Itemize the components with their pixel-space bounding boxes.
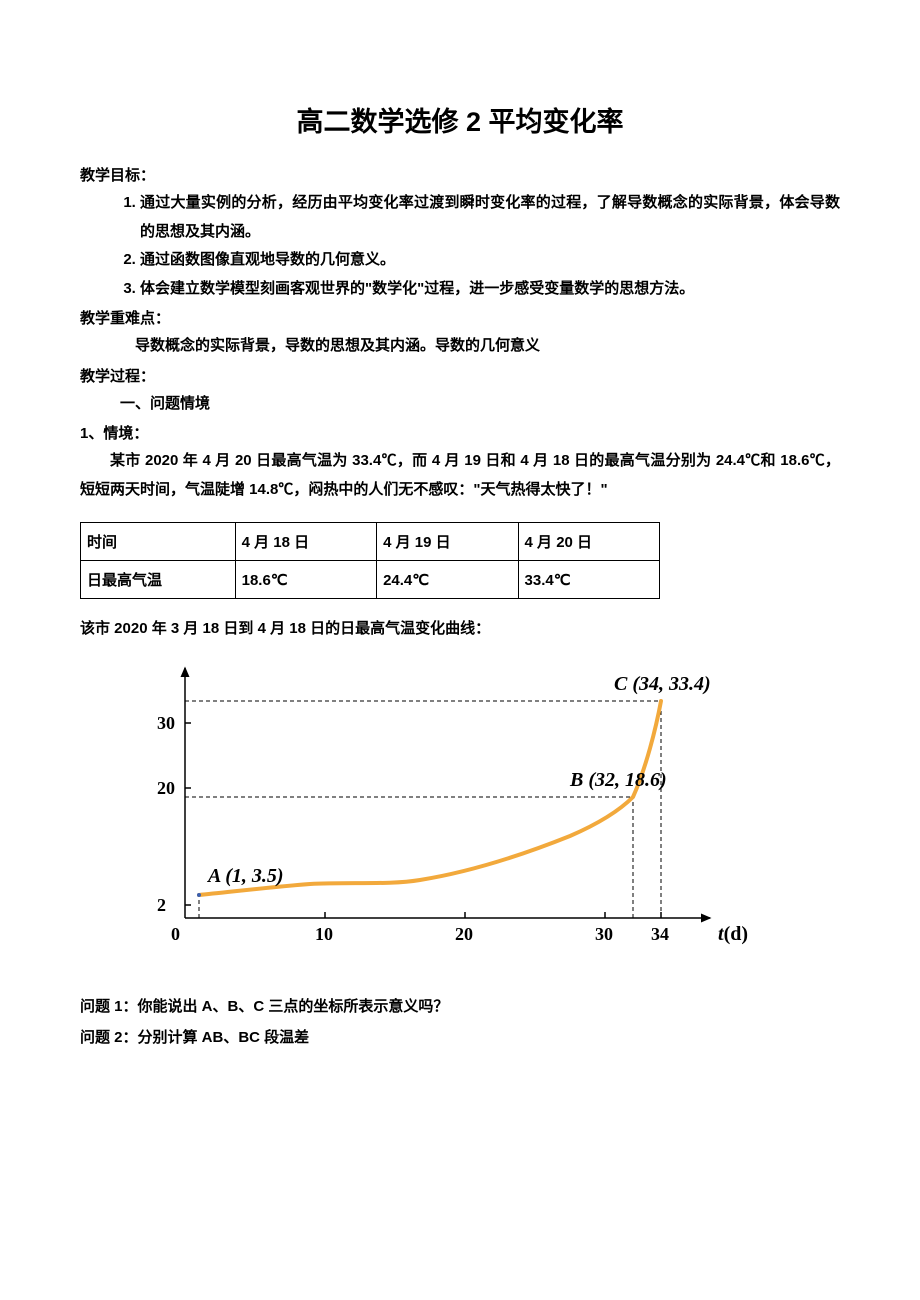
- table-cell: 日最高气温: [81, 561, 236, 599]
- question-2: 问题 2：分别计算 AB、BC 段温差: [80, 1024, 840, 1053]
- table-cell: 33.4℃: [518, 561, 659, 599]
- process-heading: 教学过程：: [80, 365, 840, 386]
- goals-list: 通过大量实例的分析，经历由平均变化率过渡到瞬时变化率的过程，了解导数概念的实际背…: [80, 189, 840, 303]
- svg-text:20: 20: [157, 778, 175, 798]
- goal-item: 通过大量实例的分析，经历由平均变化率过渡到瞬时变化率的过程，了解导数概念的实际背…: [140, 189, 840, 246]
- svg-text:B (32, 18.6): B (32, 18.6): [569, 769, 667, 791]
- document-page: 高二数学选修 2 平均变化率 教学目标： 通过大量实例的分析，经历由平均变化率过…: [0, 0, 920, 1114]
- question-1: 问题 1：你能说出 A、B、C 三点的坐标所表示意义吗？: [80, 993, 840, 1022]
- situation-heading: 1、情境：: [80, 422, 840, 443]
- svg-text:t(d): t(d): [718, 923, 748, 945]
- svg-text:10: 10: [315, 924, 333, 944]
- goal-item: 体会建立数学模型刻画客观世界的"数学化"过程，进一步感受变量数学的思想方法。: [140, 275, 840, 304]
- goals-heading: 教学目标：: [80, 164, 840, 185]
- table-row: 时间 4 月 18 日 4 月 19 日 4 月 20 日: [81, 523, 660, 561]
- table-header-cell: 4 月 19 日: [377, 523, 518, 561]
- svg-text:C (34, 33.4): C (34, 33.4): [614, 673, 711, 695]
- table-row: 日最高气温 18.6℃ 24.4℃ 33.4℃: [81, 561, 660, 599]
- page-title: 高二数学选修 2 平均变化率: [80, 100, 840, 139]
- temperature-chart: 0 10 20 30 34 2 20 30 A (1, 3.5) B (32, 18.6) C (3…: [120, 648, 840, 973]
- svg-text:2: 2: [157, 895, 166, 915]
- situation-paragraph: 某市 2020 年 4 月 20 日最高气温为 33.4℃，而 4 月 19 日…: [80, 447, 840, 504]
- chart-svg: 0 10 20 30 34 2 20 30 A (1, 3.5) B (32, 18.6) C (3…: [120, 648, 770, 968]
- svg-text:A (1, 3.5): A (1, 3.5): [206, 865, 284, 887]
- difficulty-text: 导数概念的实际背景，导数的思想及其内涵。导数的几何意义: [80, 332, 840, 361]
- difficulty-heading: 教学重难点：: [80, 307, 840, 328]
- table-cell: 18.6℃: [235, 561, 376, 599]
- table-header-cell: 4 月 18 日: [235, 523, 376, 561]
- goal-item: 通过函数图像直观地导数的几何意义。: [140, 246, 840, 275]
- temperature-table: 时间 4 月 18 日 4 月 19 日 4 月 20 日 日最高气温 18.6…: [80, 522, 660, 599]
- svg-text:30: 30: [595, 924, 613, 944]
- table-header-cell: 4 月 20 日: [518, 523, 659, 561]
- svg-text:20: 20: [455, 924, 473, 944]
- table-header-cell: 时间: [81, 523, 236, 561]
- chart-caption: 该市 2020 年 3 月 18 日到 4 月 18 日的日最高气温变化曲线：: [80, 617, 840, 638]
- svg-text:34: 34: [651, 924, 669, 944]
- svg-text:30: 30: [157, 713, 175, 733]
- process-sub: 一、问题情境: [80, 390, 840, 419]
- svg-text:0: 0: [171, 924, 180, 944]
- table-cell: 24.4℃: [377, 561, 518, 599]
